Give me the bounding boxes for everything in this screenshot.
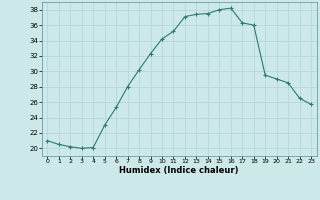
X-axis label: Humidex (Indice chaleur): Humidex (Indice chaleur) [119,166,239,175]
